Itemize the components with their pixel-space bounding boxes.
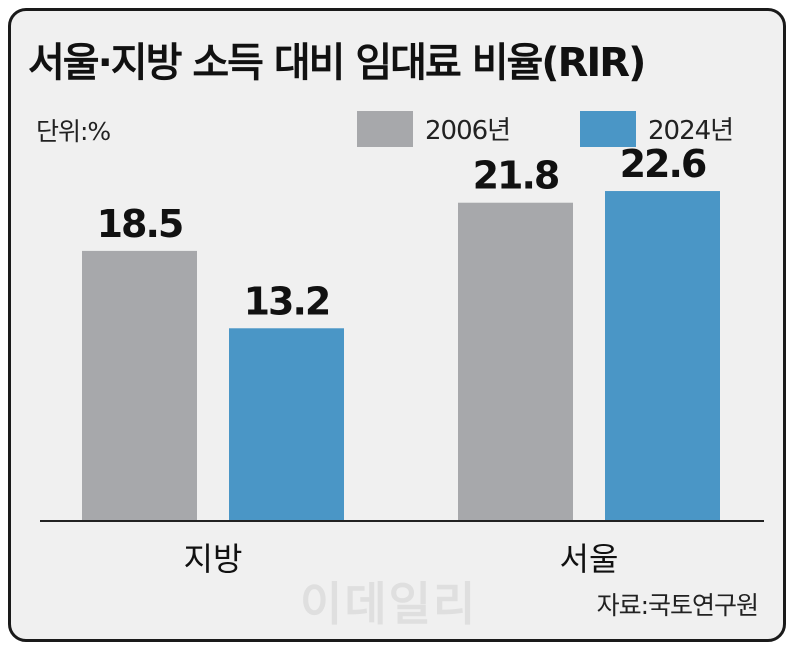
chart-title: 서울·지방 소득 대비 임대료 비율(RIR) — [28, 40, 646, 86]
legend-label-2006: 2006년 — [425, 116, 511, 146]
legend-swatch-2024 — [580, 110, 636, 147]
legend-item-2024: 2024년 — [580, 110, 734, 147]
watermark-logo: 이데일리 — [300, 577, 478, 631]
value-label-지방-2024년: 13.2 — [244, 279, 330, 323]
legend-label-2024: 2024년 — [648, 116, 734, 146]
bar-서울-2024년 — [605, 191, 720, 522]
value-label-지방-2006년: 18.5 — [97, 202, 183, 246]
value-label-서울-2006년: 21.8 — [473, 154, 559, 198]
category-label-지방: 지방 — [184, 540, 243, 578]
bar-서울-2006년 — [458, 202, 573, 521]
legend-item-2006: 2006년 — [357, 110, 511, 147]
category-label-서울: 서울 — [560, 540, 619, 578]
bar-지방-2024년 — [229, 328, 344, 521]
legend-swatch-2006 — [357, 110, 413, 147]
bar-지방-2006년 — [82, 250, 197, 521]
unit-label: 단위:% — [36, 117, 111, 146]
source-label: 자료:국토연구원 — [596, 591, 759, 620]
value-label-서울-2024년: 22.6 — [620, 142, 706, 186]
